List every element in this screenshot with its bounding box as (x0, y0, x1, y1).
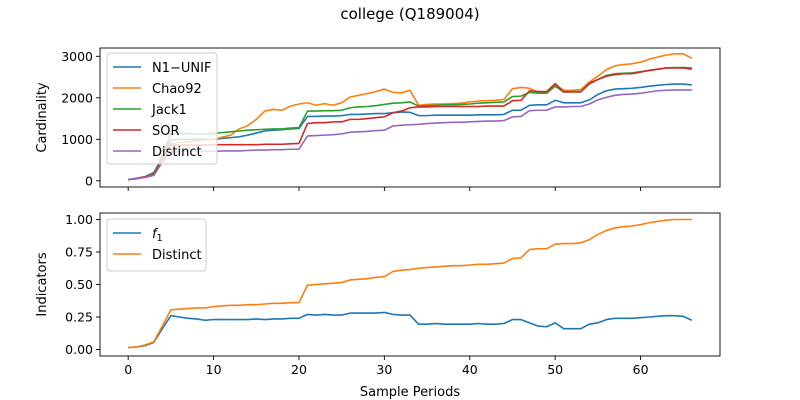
axes-frame (99, 47, 721, 188)
legend-box (106, 52, 218, 165)
y-tick-label: 2000 (61, 90, 93, 105)
legend-label: f1 (152, 227, 163, 244)
x-tick-label: 0 (124, 362, 132, 377)
legend-label: Jack1 (151, 103, 187, 118)
series-line-1 (128, 53, 693, 181)
legend-label: Distinct (152, 145, 202, 160)
y-axis-label: Indicators (35, 252, 50, 316)
legend: f1 Distinct (106, 218, 207, 272)
y-tick-label: 0.00 (65, 342, 93, 357)
x-axis-label: Sample Periods (360, 385, 460, 400)
y-tick-label: 0.50 (65, 277, 93, 292)
x-tick-label: 50 (547, 362, 563, 377)
x-tick-label: 10 (206, 362, 222, 377)
indicators-panel: 0 10 20 30 40 50 60 0.00 0.25 0.50 0.75 1.00 Indicat… (35, 212, 721, 400)
figure-title: college (Q189004) (340, 5, 479, 23)
y-tick-label: 1000 (61, 132, 93, 147)
series-line-4 (128, 89, 692, 181)
series-line-1 (128, 218, 692, 349)
legend-label: Distinct (152, 248, 202, 263)
legend-label: N1−UNIF (152, 61, 211, 76)
legend: N1−UNIF Chao92 Jack1 SOR Distinct (106, 52, 218, 165)
y-tick-label: 3000 (61, 49, 93, 64)
legend-label-main: f (152, 227, 159, 242)
legend-label-subscript: 1 (157, 233, 163, 244)
x-tick-label: 40 (462, 362, 478, 377)
series-line-3 (128, 67, 692, 181)
y-tick-label: 0.25 (65, 310, 93, 325)
series-line-0 (128, 83, 692, 181)
x-tick-label: 20 (291, 362, 307, 377)
legend-label: SOR (152, 124, 180, 139)
y-axis-label: Cardinality (35, 82, 50, 153)
cardinality-panel: 0 1000 2000 3000 Cardinality N1−UNIF Chao92 Jac… (35, 47, 721, 191)
x-tick-label: 30 (376, 362, 392, 377)
y-tick-label: 0 (85, 173, 93, 188)
y-tick-label: 1.00 (65, 212, 93, 227)
x-tick-label: 60 (633, 362, 649, 377)
legend-label: Chao92 (152, 82, 202, 97)
y-tick-label: 0.75 (65, 245, 93, 260)
series-line-0 (128, 311, 693, 349)
legend-box (106, 218, 207, 272)
